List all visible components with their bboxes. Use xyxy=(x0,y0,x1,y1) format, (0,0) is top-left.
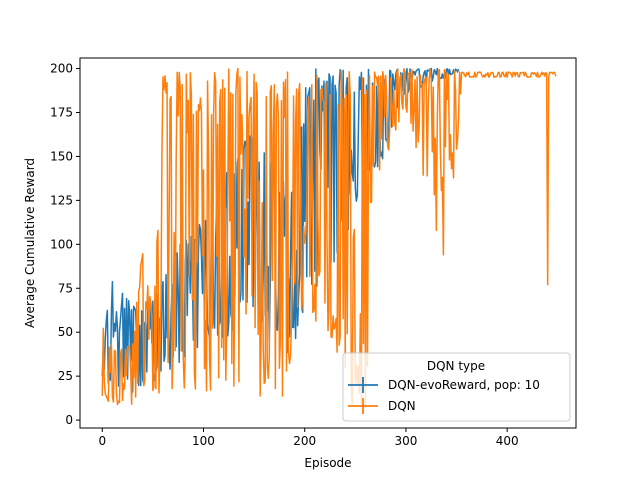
legend-label: DQN-evoReward, pop: 10 xyxy=(388,378,540,392)
x-axis-label: Episode xyxy=(304,456,351,470)
legend-title: DQN type xyxy=(427,359,485,373)
x-axis: 0 100 200 300 400 xyxy=(98,428,519,448)
legend-label: DQN xyxy=(388,399,416,413)
y-tick-label: 75 xyxy=(58,281,73,295)
y-tick-label: 125 xyxy=(50,193,73,207)
y-axis: 0 25 50 75 100 125 150 175 200 xyxy=(50,62,80,427)
x-tick-label: 300 xyxy=(394,434,417,448)
plot-frame xyxy=(79,57,577,429)
series-layer xyxy=(101,67,557,409)
y-tick-label: 200 xyxy=(50,62,73,76)
x-tick-label: 400 xyxy=(496,434,519,448)
y-tick-label: 100 xyxy=(50,237,73,251)
x-tick-label: 0 xyxy=(98,434,106,448)
y-axis-label: Average Cumulative Reward xyxy=(23,158,37,328)
legend-entry: DQN xyxy=(348,398,416,414)
legend-entry: DQN-evoReward, pop: 10 xyxy=(348,377,540,393)
legend-box xyxy=(342,352,571,422)
y-tick-label: 175 xyxy=(50,105,73,119)
legend: DQN type DQN-evoReward, pop: 10 DQN xyxy=(342,352,571,422)
y-tick-label: 50 xyxy=(58,325,73,339)
series-line xyxy=(101,67,557,409)
y-tick-label: 150 xyxy=(50,149,73,163)
x-tick-label: 100 xyxy=(192,434,215,448)
y-tick-label: 0 xyxy=(65,413,73,427)
series-dqn xyxy=(101,67,557,409)
x-tick-label: 200 xyxy=(293,434,316,448)
y-tick-label: 25 xyxy=(58,369,73,383)
